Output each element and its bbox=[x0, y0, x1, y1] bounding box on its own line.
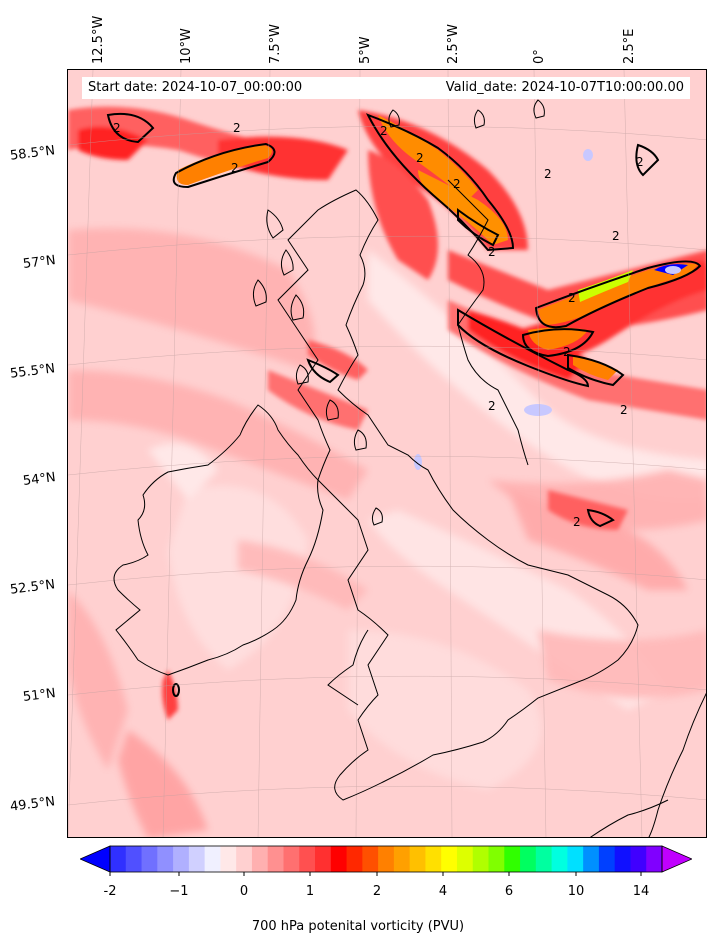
colorbar-cell bbox=[378, 846, 395, 872]
graticule bbox=[68, 70, 706, 837]
contour-label: 2 bbox=[233, 121, 241, 135]
coastlines bbox=[113, 99, 706, 837]
contour-label: 2 bbox=[573, 515, 581, 529]
colorbar-cell bbox=[267, 846, 284, 872]
colorbar-cell bbox=[125, 846, 143, 872]
contour-label: 2 bbox=[612, 229, 620, 243]
lat-label-49-5n: 49.5°N bbox=[9, 794, 56, 815]
colorbar-cell bbox=[488, 846, 505, 872]
colorbar-tick-label: 10 bbox=[567, 884, 585, 899]
start-date-text: Start date: 2024-10-07_00:00:00 bbox=[88, 80, 303, 95]
colorbar-tick-label: 2 bbox=[372, 884, 382, 899]
colorbar-cell bbox=[330, 846, 348, 872]
date-info-box: Start date: 2024-10-07_00:00:00 Valid_da… bbox=[82, 77, 690, 99]
colorbar-extend-low bbox=[80, 845, 111, 873]
colorbar-cell bbox=[157, 846, 174, 872]
lon-label-10w: 10°W bbox=[179, 28, 194, 64]
colorbar-cell bbox=[598, 846, 616, 872]
colorbar-tick-label: 4 bbox=[438, 884, 448, 899]
colorbar-cell bbox=[630, 846, 647, 872]
lon-label-2-5w: 2.5°W bbox=[446, 23, 461, 64]
colorbar-title: 700 hPa potenital vorticity (PVU) bbox=[251, 919, 465, 934]
colorbar-cell bbox=[535, 846, 553, 872]
lat-label-54n: 54°N bbox=[22, 470, 57, 489]
colorbar-cell bbox=[204, 846, 221, 872]
colorbar-cell bbox=[567, 846, 584, 872]
colorbar-tick-label: 0 bbox=[239, 884, 249, 899]
colorbar-tick-label: 6 bbox=[504, 884, 514, 899]
colorbar-tick-label: -2 bbox=[103, 884, 117, 899]
contour-label: 2 bbox=[488, 399, 496, 413]
pv-contours bbox=[106, 112, 702, 697]
contour-label: 2 bbox=[563, 345, 571, 359]
lon-label-7-5w: 7.5°W bbox=[268, 23, 283, 64]
colorbar-cell bbox=[456, 846, 474, 872]
colorbar-tick-label: −1 bbox=[169, 884, 189, 899]
lon-label-0: 0° bbox=[532, 49, 547, 64]
map-frame: 2 2 2 2 2 2 2 2 2 2 2 2 2 2 2 bbox=[67, 69, 707, 838]
colorbar bbox=[80, 845, 692, 876]
lon-label-12-5w: 12.5°W bbox=[91, 15, 106, 64]
contour-label: 2 bbox=[544, 167, 552, 181]
colorbar-cell bbox=[110, 846, 127, 872]
colorbar-cell bbox=[220, 846, 237, 872]
contour-label: 2 bbox=[231, 161, 239, 175]
colorbar-cell bbox=[520, 846, 537, 872]
colorbar-cell bbox=[409, 846, 426, 872]
pv-map: 2 2 2 2 2 2 2 2 2 2 2 2 2 2 2 bbox=[68, 70, 706, 837]
contour-label: 2 bbox=[113, 121, 121, 135]
colorbar-cell bbox=[188, 846, 206, 872]
colorbar-cell bbox=[251, 846, 269, 872]
lat-label-51n: 51°N bbox=[22, 686, 57, 705]
colorbar-cell bbox=[504, 846, 521, 872]
colorbar-cell bbox=[173, 846, 190, 872]
colorbar-cell bbox=[346, 846, 363, 872]
colorbar-cell bbox=[283, 846, 300, 872]
lat-label-58-5n: 58.5°N bbox=[9, 143, 56, 164]
lat-label-55-5n: 55.5°N bbox=[9, 361, 56, 382]
pv-mid-regions bbox=[68, 228, 706, 837]
pv-negative-spots bbox=[414, 149, 681, 470]
valid-date-text: Valid_date: 2024-10-07T10:00:00.00 bbox=[445, 80, 684, 95]
colorbar-tick-label: 1 bbox=[305, 884, 315, 899]
lat-label-52-5n: 52.5°N bbox=[9, 577, 56, 598]
colorbar-cell bbox=[315, 846, 332, 872]
pv-core-features bbox=[176, 115, 698, 380]
contour-label: 2 bbox=[636, 155, 644, 169]
lon-label-2-5e: 2.5°E bbox=[622, 28, 637, 64]
colorbar-frame bbox=[109, 845, 663, 873]
colorbar-cell bbox=[614, 846, 631, 872]
contour-label: 2 bbox=[416, 151, 424, 165]
colorbar-cells bbox=[110, 846, 663, 872]
colorbar-cell bbox=[236, 846, 253, 872]
contour-label: 2 bbox=[620, 403, 628, 417]
contour-labels: 2 2 2 2 2 2 2 2 2 2 2 2 2 2 2 bbox=[113, 121, 644, 529]
colorbar-tick-label: 14 bbox=[632, 884, 650, 899]
contour-label: 2 bbox=[568, 291, 576, 305]
contour-label: 2 bbox=[453, 177, 461, 191]
colorbar-cell bbox=[393, 846, 411, 872]
ireland-coast bbox=[113, 404, 324, 676]
colorbar-cell bbox=[551, 846, 568, 872]
contour-label: 2 bbox=[380, 124, 388, 138]
lon-label-5w: 5°W bbox=[358, 36, 373, 64]
isle-of-man bbox=[371, 507, 383, 526]
great-britain-coast bbox=[277, 189, 639, 801]
lat-label-57n: 57°N bbox=[22, 253, 57, 272]
colorbar-cell bbox=[425, 846, 442, 872]
colorbar-cell bbox=[583, 846, 600, 872]
colorbar-cell bbox=[441, 846, 458, 872]
colorbar-cell bbox=[299, 846, 316, 872]
colorbar-extend-high bbox=[661, 845, 692, 873]
colorbar-cell bbox=[362, 846, 379, 872]
colorbar-cell bbox=[141, 846, 158, 872]
contour-label: 2 bbox=[488, 245, 496, 259]
colorbar-tick-marks bbox=[109, 872, 642, 876]
colorbar-cell bbox=[646, 846, 663, 872]
colorbar-cell bbox=[472, 846, 490, 872]
